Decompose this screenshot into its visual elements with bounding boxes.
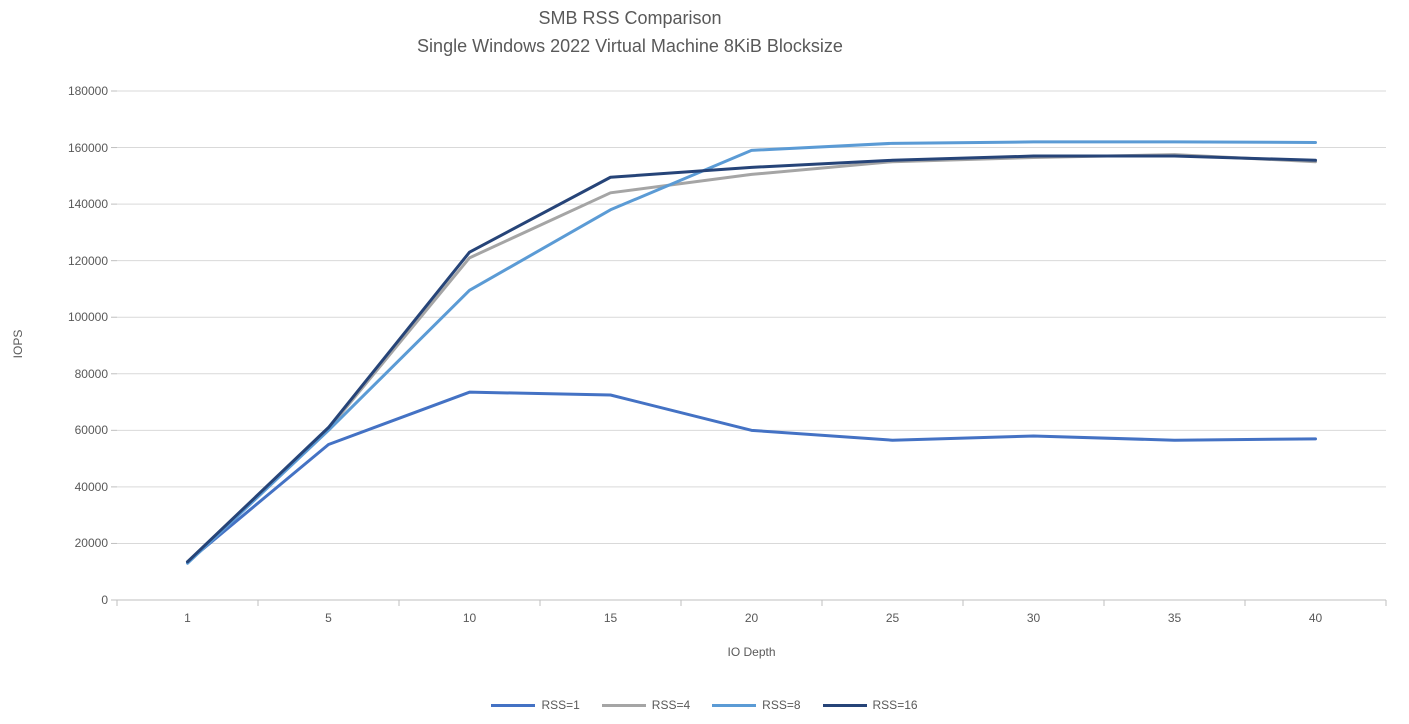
chart-subtitle: Single Windows 2022 Virtual Machine 8KiB… bbox=[417, 36, 843, 56]
legend-label: RSS=16 bbox=[872, 698, 918, 712]
chart-title: SMB RSS Comparison bbox=[538, 8, 722, 28]
y-tick-label: 180000 bbox=[67, 84, 108, 98]
y-tick-label: 160000 bbox=[67, 140, 108, 155]
legend-label: RSS=8 bbox=[762, 698, 801, 712]
legend-swatch bbox=[822, 703, 867, 707]
x-tick-label: 10 bbox=[462, 611, 477, 625]
y-tick-label: 40000 bbox=[74, 479, 108, 494]
y-tick-label: 20000 bbox=[74, 536, 108, 551]
legend-swatch bbox=[601, 703, 646, 707]
legend-swatch bbox=[712, 703, 757, 707]
series-line-rss-8 bbox=[186, 140, 1317, 565]
y-tick-label: 140000 bbox=[67, 197, 108, 212]
legend-swatch bbox=[491, 703, 536, 707]
series-line-rss-1 bbox=[186, 390, 1317, 564]
y-tick-label: 80000 bbox=[74, 366, 108, 381]
legend-label: RSS=1 bbox=[541, 698, 580, 712]
series-line-rss-16 bbox=[186, 154, 1317, 564]
x-axis-title: IO Depth bbox=[727, 645, 776, 659]
legend-item: RSS=16 bbox=[822, 698, 918, 712]
x-tick-label: 20 bbox=[744, 611, 759, 625]
legend-item: RSS=8 bbox=[712, 698, 801, 712]
x-tick-label: 25 bbox=[885, 611, 900, 625]
x-tick-label: 35 bbox=[1167, 611, 1182, 625]
y-tick-label: 60000 bbox=[74, 423, 108, 438]
series-line-rss-4 bbox=[186, 153, 1317, 564]
chart-legend: RSS=1 RSS=4 RSS=8 RSS=16 bbox=[0, 698, 1409, 712]
legend-label: RSS=4 bbox=[651, 698, 691, 712]
legend-item: RSS=1 bbox=[491, 698, 580, 712]
x-tick-label: 1 bbox=[184, 611, 191, 625]
legend-item: RSS=4 bbox=[601, 698, 691, 712]
y-tick-label: 120000 bbox=[67, 253, 108, 268]
y-tick-label: 100000 bbox=[67, 310, 108, 325]
x-tick-label: 30 bbox=[1026, 611, 1041, 625]
x-tick-label: 40 bbox=[1308, 611, 1323, 625]
x-tick-label: 5 bbox=[325, 611, 332, 625]
chart-title-block: SMB RSS Comparison Single Windows 2022 V… bbox=[0, 4, 1260, 60]
y-tick-label: 0 bbox=[101, 593, 108, 607]
x-tick-label: 15 bbox=[603, 611, 618, 625]
